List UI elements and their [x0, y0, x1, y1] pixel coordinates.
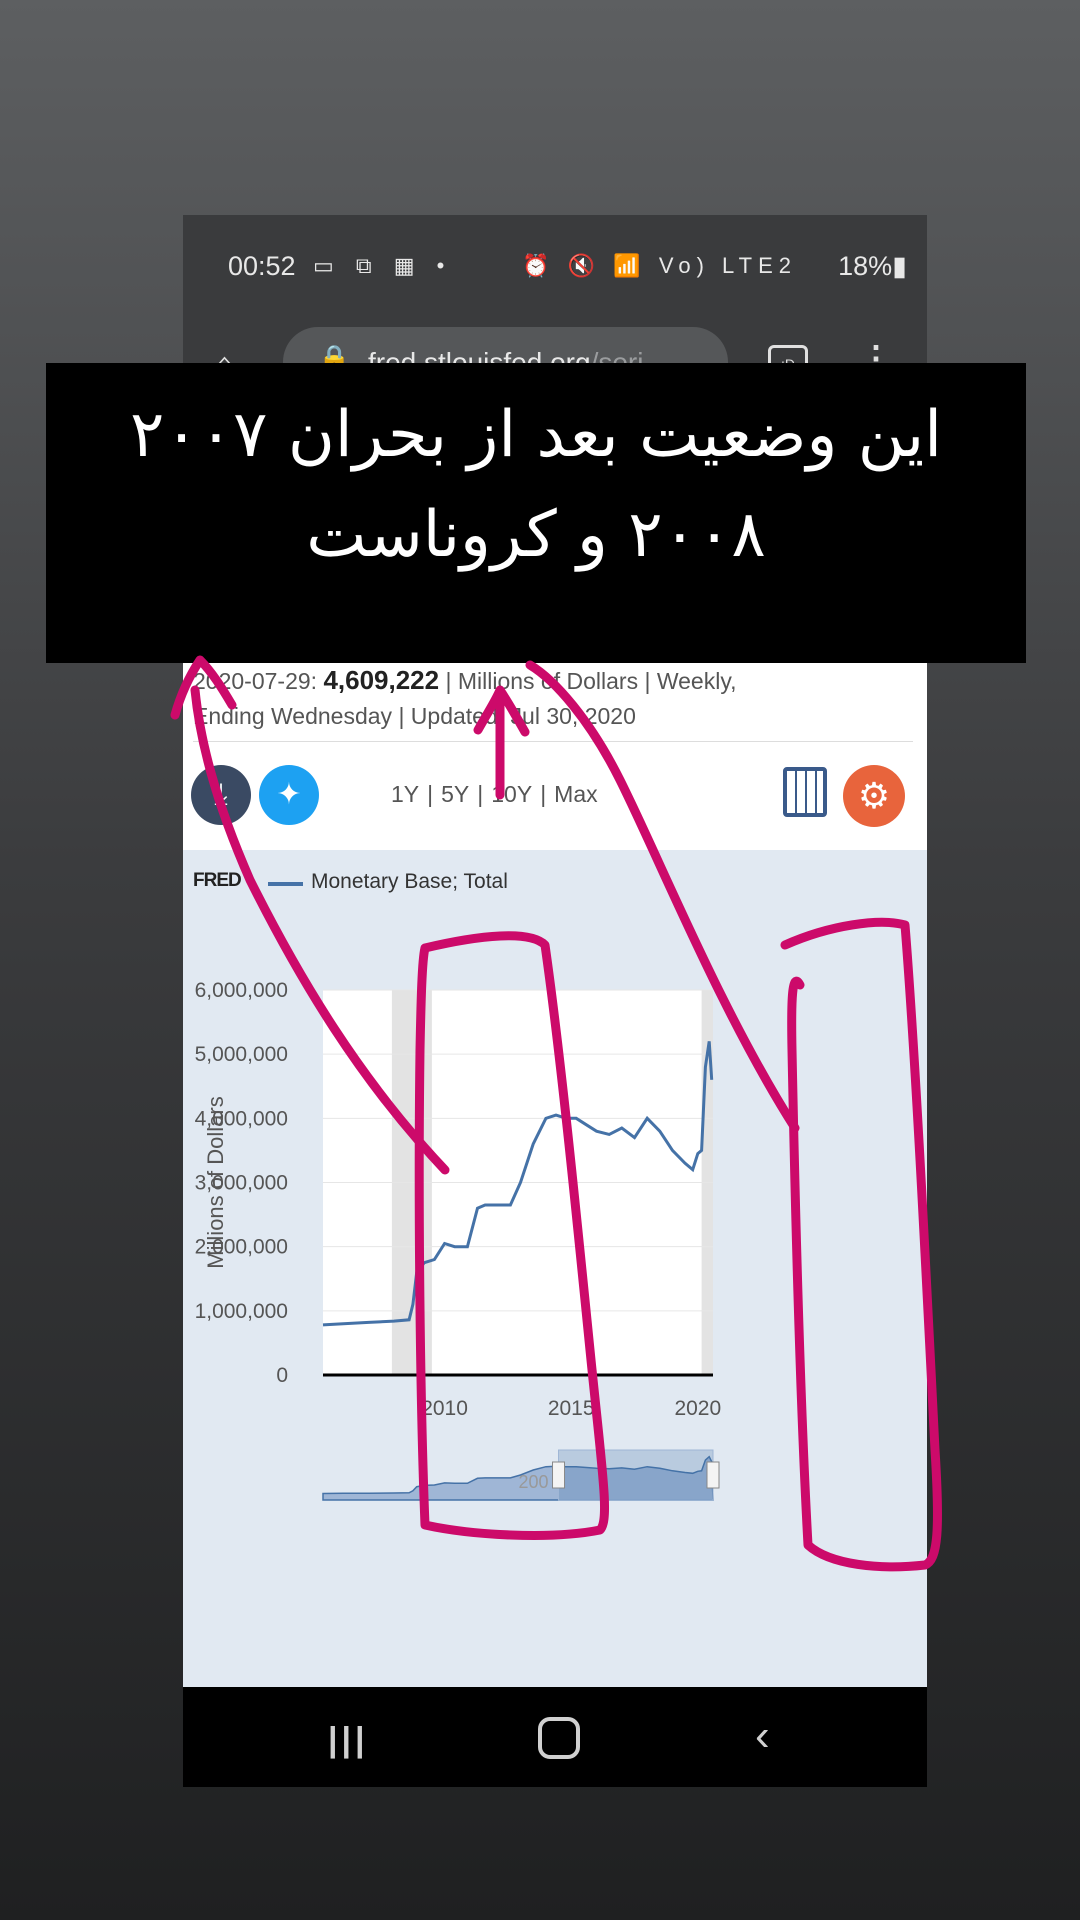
scribble-loop-left — [414, 931, 609, 1540]
y-tick-label: 1,000,000 — [195, 1300, 288, 1323]
navigator-label: 200 — [518, 1472, 548, 1492]
divider — [193, 741, 913, 742]
navigation-bar: ||| ‹ — [183, 1687, 927, 1787]
status-time: 00:52 — [228, 251, 296, 281]
legend-swatch — [268, 882, 303, 886]
gear-icon[interactable]: ⚙ — [843, 765, 905, 827]
y-axis-label: Millions of Dollars — [203, 1096, 228, 1268]
twitter-icon[interactable]: ✦ — [259, 765, 319, 825]
x-tick-label: 2010 — [421, 1397, 468, 1420]
range-1y[interactable]: 1Y — [391, 781, 420, 807]
series-frequency-line: Ending Wednesday | Updated: Jul 30, 2020 — [193, 703, 636, 729]
range-5y[interactable]: 5Y — [441, 781, 470, 807]
legend-label: Monetary Base; Total — [311, 870, 508, 893]
scribble-arrow-left — [170, 655, 450, 1175]
recent-apps-icon[interactable]: ||| — [328, 1721, 369, 1759]
status-right-icons: ⏰ 🔇 📶 Vo) LTE2 — [522, 253, 797, 278]
range-max[interactable]: Max — [554, 781, 598, 807]
navigator-handle-right — [706, 1461, 720, 1489]
y-tick-label: 5,000,000 — [195, 1043, 288, 1066]
calendar-icon[interactable] — [783, 767, 827, 817]
y-tick-label: 4,000,000 — [195, 1107, 288, 1130]
status-left-icons: ▭ ⧉ ▦ • — [313, 253, 453, 278]
series-value-line: 2020-07-29: 4,609,222 | Millions of Doll… — [193, 665, 737, 695]
home-button-icon[interactable] — [538, 1717, 580, 1759]
scribble-group — [170, 655, 943, 1572]
fred-logo: FRED — [193, 870, 242, 891]
y-tick-label: 6,000,000 — [195, 979, 288, 1002]
series-latest-value: 4,609,222 — [323, 665, 440, 695]
battery-level: 18%▮ — [838, 251, 907, 281]
y-tick-label: 3,000,000 — [195, 1172, 288, 1195]
status-bar: 00:52 ▭ ⧉ ▦ • ⏰ 🔇 📶 Vo) LTE2 18%▮ — [183, 215, 927, 315]
y-tick-label: 0 — [276, 1364, 288, 1387]
annotation-banner: این وضعیت بعد از بحران ۲۰۰۷ ۲۰۰۸ و کرونا… — [46, 363, 1026, 663]
navigator-window — [558, 1449, 714, 1501]
y-tick-label: 2,000,000 — [195, 1236, 288, 1259]
annotation-text: این وضعیت بعد از بحران ۲۰۰۷ ۲۰۰۸ و کرونا… — [130, 398, 942, 572]
x-tick-label: 2015 — [548, 1397, 595, 1420]
scribble-loop-right — [780, 917, 943, 1572]
battery-icon: ▮ — [892, 251, 907, 281]
back-icon[interactable]: ‹ — [755, 1711, 770, 1760]
x-tick-label: 2020 — [674, 1397, 721, 1420]
scribble-arrow-right — [525, 660, 800, 1133]
scribble-arrow-middle — [473, 685, 530, 800]
navigator-handle-left — [552, 1461, 566, 1489]
